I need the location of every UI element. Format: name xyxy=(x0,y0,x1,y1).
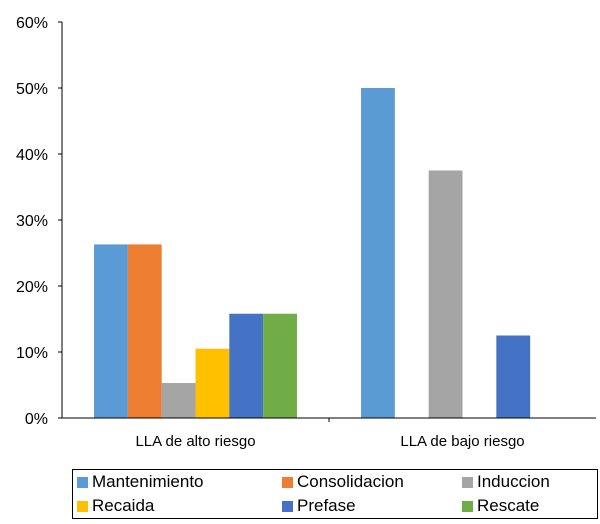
y-tick-label: 20% xyxy=(16,279,48,296)
bar-rescate xyxy=(263,313,297,418)
bar-mantenimiento xyxy=(94,244,128,418)
bar-consolidacion xyxy=(127,244,162,418)
legend-swatch xyxy=(282,500,293,512)
legend-item-consolidacion: Consolidacion xyxy=(282,470,462,494)
bar-recaida xyxy=(195,348,230,418)
legend-item-rescate: Rescate xyxy=(462,494,597,518)
legend: Mantenimiento Consolidacion Induccion Re… xyxy=(72,469,598,519)
bar-induccion xyxy=(428,170,463,418)
bar-mantenimiento xyxy=(361,88,395,418)
bar-prefase xyxy=(229,313,264,418)
legend-swatch xyxy=(462,500,473,512)
bar-induccion xyxy=(161,383,196,418)
y-axis: 0% 10% 20% 30% 40% 50% 60% xyxy=(16,15,62,428)
legend-label: Induccion xyxy=(477,472,550,491)
y-tick-label: 50% xyxy=(16,81,48,98)
legend-item-prefase: Prefase xyxy=(282,494,462,518)
legend-swatch xyxy=(282,476,293,488)
legend-label: Mantenimiento xyxy=(92,472,204,491)
x-tick-label: LLA de alto riesgo xyxy=(135,433,255,450)
legend-swatch xyxy=(77,476,88,488)
legend-swatch xyxy=(462,476,473,488)
legend-label: Recaida xyxy=(92,496,155,515)
bar-prefase xyxy=(496,335,531,418)
y-tick-label: 40% xyxy=(16,147,48,164)
legend-item-recaida: Recaida xyxy=(77,494,282,518)
legend-swatch xyxy=(77,500,88,512)
y-tick-label: 60% xyxy=(16,15,48,32)
y-tick-label: 0% xyxy=(25,411,48,428)
x-axis: LLA de alto riesgo LLA de bajo riesgo xyxy=(135,418,525,450)
bars xyxy=(94,88,531,418)
x-tick-label: LLA de bajo riesgo xyxy=(400,433,524,450)
legend-label: Prefase xyxy=(297,496,356,515)
legend-label: Consolidacion xyxy=(297,472,404,491)
legend-item-mantenimiento: Mantenimiento xyxy=(77,470,282,494)
y-tick-label: 30% xyxy=(16,213,48,230)
y-tick-label: 10% xyxy=(16,345,48,362)
legend-label: Rescate xyxy=(477,496,540,515)
legend-item-induccion: Induccion xyxy=(462,470,597,494)
bar-chart: 0%10%20%30%40%50%60% LLA de alto riesgo L… xyxy=(16,15,596,450)
